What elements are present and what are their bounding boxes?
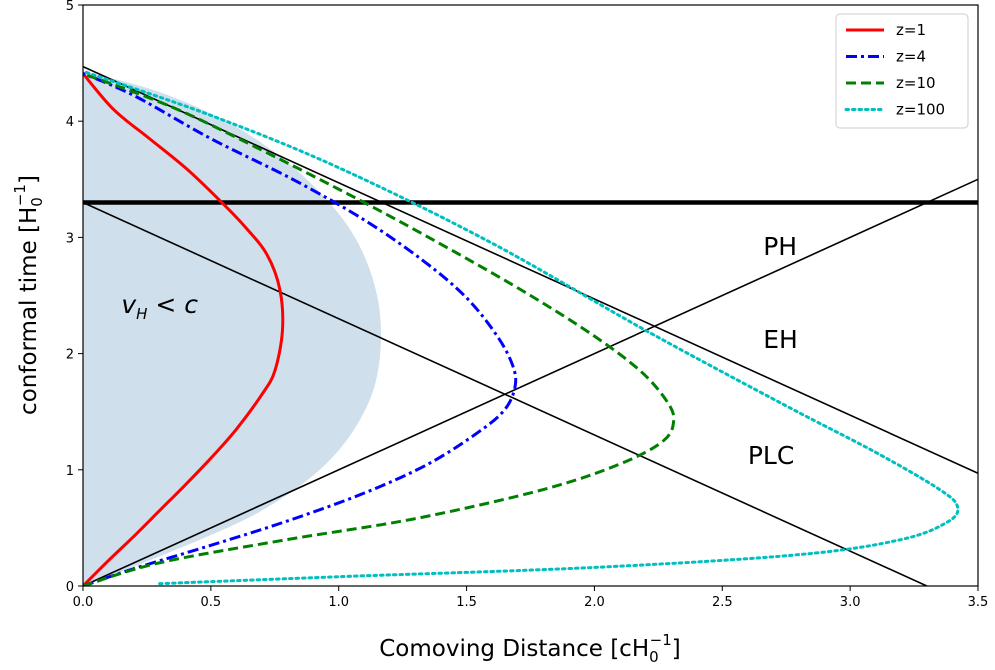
- y-axis-label-sup: −1: [11, 184, 29, 206]
- shaded-region-vh-less-than-c: [83, 71, 381, 586]
- annotation-eh: EH: [763, 325, 798, 354]
- series-line-z-100: [83, 69, 960, 586]
- series-line-z-10: [83, 72, 676, 586]
- series-line-z-4: [83, 72, 518, 586]
- y-tick-label: 0: [66, 580, 74, 595]
- x-tick-label: 0.0: [73, 595, 94, 610]
- legend-label: z=10: [896, 74, 936, 92]
- y-axis-label-sub: 0: [28, 197, 46, 207]
- x-tick-label: 2.5: [712, 595, 733, 610]
- x-tick-label: 2.0: [584, 595, 605, 610]
- ph-line: [83, 178, 978, 586]
- annotation-ph: PH: [763, 232, 797, 261]
- y-tick-label: 1: [66, 464, 74, 479]
- y-tick-label: 3: [66, 231, 74, 246]
- plc-line: [83, 201, 928, 586]
- x-axis-label-sup: −1: [650, 631, 672, 649]
- x-tick-label: 1.5: [456, 595, 477, 610]
- annotation-plc: PLC: [748, 441, 794, 470]
- x-axis-label: Comoving Distance [cH0−1]: [379, 631, 681, 666]
- legend-label: z=100: [896, 101, 945, 119]
- x-axis-label-sub: 0: [649, 648, 659, 666]
- y-tick-label: 4: [66, 115, 74, 130]
- x-tick-label: 1.0: [328, 595, 349, 610]
- x-tick-label: 3.5: [968, 595, 989, 610]
- y-tick-label: 5: [66, 0, 74, 14]
- legend-box: [835, 13, 969, 129]
- x-tick-label: 3.0: [840, 595, 861, 610]
- plot-frame: [82, 4, 979, 587]
- y-tick-label: 2: [66, 348, 74, 363]
- series-line-z-1: [83, 72, 285, 586]
- annotation-vh-less-than-c: vH < c: [121, 290, 198, 323]
- x-tick-label: 0.5: [201, 595, 222, 610]
- legend-label: z=1: [896, 21, 926, 39]
- y-axis-label: conformal time [H0−1]: [11, 175, 46, 415]
- legend: z=1 z=4 z=10 z=100: [835, 13, 969, 129]
- legend-label: z=4: [896, 48, 926, 66]
